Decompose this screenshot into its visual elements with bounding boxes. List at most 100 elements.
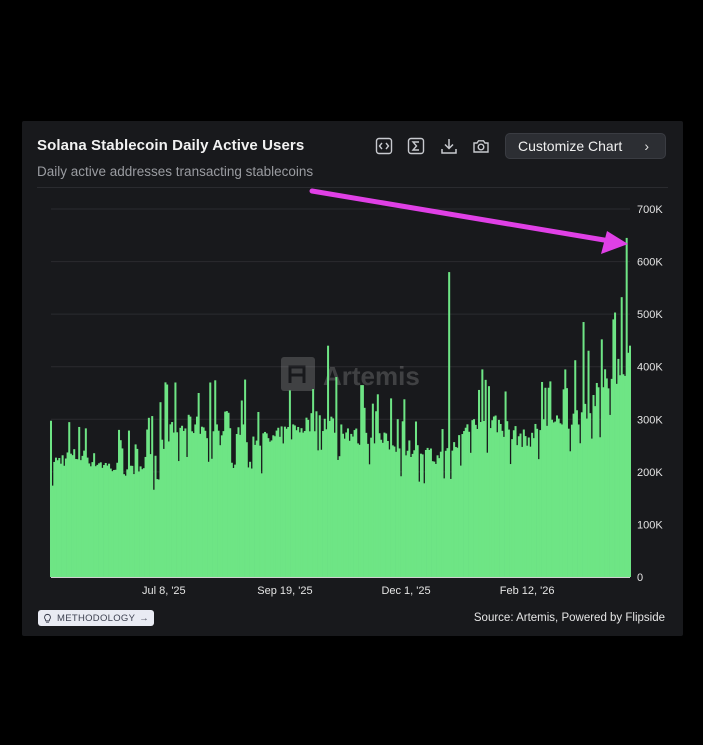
data-bar — [147, 417, 150, 577]
data-bar — [599, 437, 602, 577]
data-bar — [438, 458, 441, 577]
data-bar — [225, 411, 228, 577]
data-bar — [541, 381, 544, 577]
data-bar — [429, 448, 432, 577]
data-bar — [358, 444, 361, 577]
data-bar — [393, 446, 396, 577]
data-bar — [181, 425, 184, 577]
data-bar — [605, 378, 608, 577]
data-bar — [114, 469, 117, 577]
data-bar — [628, 345, 632, 577]
data-bar — [290, 439, 293, 577]
data-bar — [554, 421, 557, 577]
data-bar — [481, 369, 484, 577]
data-bar — [157, 479, 160, 577]
data-bar — [570, 424, 573, 577]
data-bar — [285, 428, 288, 577]
data-bar — [609, 414, 612, 577]
data-bar — [361, 385, 364, 577]
data-bar — [388, 449, 391, 577]
data-bar — [192, 433, 195, 577]
data-bar — [187, 414, 190, 577]
data-bar — [262, 433, 265, 577]
data-bar — [443, 478, 446, 577]
data-bar — [292, 424, 295, 577]
data-bar — [597, 387, 600, 577]
data-bar — [391, 445, 394, 577]
chart-subtitle: Daily active addresses transacting stabl… — [37, 164, 314, 179]
data-bar — [436, 455, 439, 577]
data-bar — [207, 461, 210, 577]
data-bar — [239, 434, 242, 577]
data-bar — [116, 462, 119, 577]
data-bar — [219, 445, 222, 577]
data-bar — [502, 436, 505, 577]
x-axis-ticks: Jul 8, '25 Sep 19, '25 Dec 1, '25 Feb 12, '… — [142, 585, 555, 597]
data-bar — [590, 438, 593, 577]
camera-icon[interactable] — [472, 137, 490, 155]
data-bar — [282, 443, 285, 577]
data-bar — [83, 450, 86, 577]
data-bar — [414, 421, 417, 577]
data-bar — [484, 379, 487, 577]
data-bar — [141, 469, 144, 577]
data-bar — [375, 411, 378, 577]
data-bar — [171, 422, 174, 577]
data-bar — [353, 430, 356, 577]
y-tick-label: 100K — [637, 519, 663, 531]
data-bar — [617, 358, 620, 577]
data-bar — [137, 471, 140, 577]
data-bar — [494, 415, 497, 577]
data-bar — [232, 467, 235, 577]
data-bar — [423, 483, 426, 577]
data-bar — [602, 387, 605, 577]
data-bar — [287, 427, 290, 577]
data-bar — [212, 431, 215, 577]
data-bar — [580, 412, 583, 577]
data-bar — [487, 386, 490, 577]
data-bar — [182, 430, 185, 577]
data-bar — [126, 469, 129, 577]
data-bar — [98, 463, 101, 577]
data-bar — [154, 455, 157, 577]
data-bar — [559, 423, 562, 577]
data-bar — [355, 428, 358, 577]
data-bar — [79, 460, 82, 577]
data-bar — [229, 428, 232, 577]
y-tick-label: 300K — [637, 414, 663, 426]
data-bar — [167, 441, 170, 577]
data-bar — [94, 466, 97, 577]
arrow-head — [601, 231, 628, 254]
data-bar — [254, 444, 257, 577]
data-bar — [542, 419, 545, 577]
data-bar — [76, 459, 79, 577]
embed-code-icon[interactable] — [375, 137, 393, 155]
data-bar — [428, 450, 431, 577]
data-bar — [68, 422, 71, 577]
data-bar — [327, 345, 330, 577]
sum-icon[interactable] — [407, 137, 425, 155]
data-bar — [214, 380, 217, 577]
data-bar — [378, 433, 381, 577]
download-icon[interactable] — [440, 137, 458, 155]
y-tick-label: 400K — [637, 362, 663, 374]
data-bar — [504, 391, 507, 577]
data-bar — [469, 452, 472, 577]
data-bar — [547, 387, 550, 577]
data-bar — [594, 406, 597, 577]
data-bar — [298, 432, 301, 577]
data-bar — [166, 384, 169, 577]
data-bar — [363, 407, 366, 577]
annotation-arrow — [309, 188, 628, 254]
data-bar — [356, 443, 359, 577]
data-bar — [84, 428, 87, 577]
data-bar — [408, 440, 411, 577]
data-bar — [315, 411, 318, 577]
customize-chart-button[interactable]: Customize Chart › — [505, 133, 666, 159]
methodology-button[interactable]: METHODOLOGY → — [38, 610, 155, 626]
data-bar — [564, 369, 567, 577]
data-bar — [560, 424, 563, 577]
data-bar — [74, 459, 77, 577]
data-bar — [449, 478, 452, 577]
data-bar — [426, 447, 429, 577]
